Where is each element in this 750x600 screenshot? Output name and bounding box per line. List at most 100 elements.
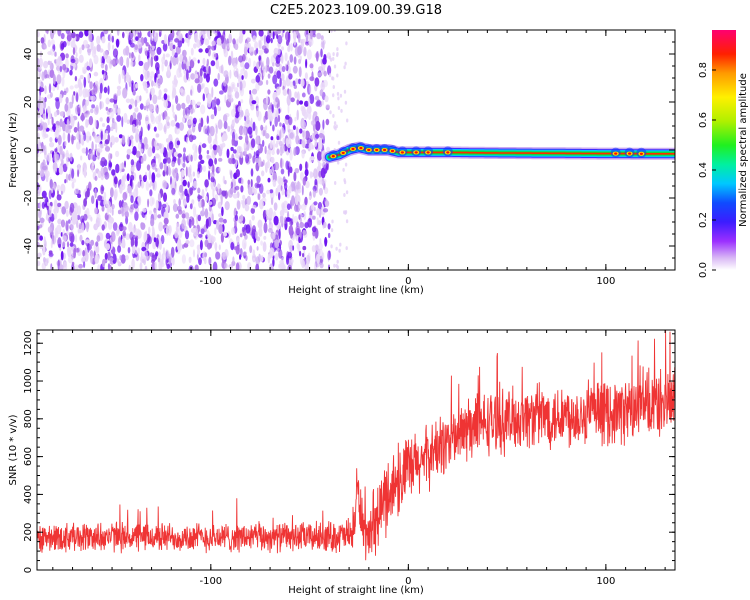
noise-speckle [239,254,242,260]
noise-speckle [132,112,137,121]
noise-speckle [287,104,290,114]
noise-speckle [110,59,116,65]
x-tick-label: 100 [596,576,615,587]
noise-speckle [296,91,300,102]
noise-speckle [301,185,304,196]
noise-speckle [284,208,288,213]
noise-speckle [257,39,263,49]
noise-speckle [277,175,282,184]
noise-speckle [87,30,93,35]
noise-speckle [125,216,129,225]
noise-speckle [323,70,327,77]
noise-speckle [65,96,69,104]
noise-speckle [161,56,166,64]
noise-speckle [247,126,253,135]
noise-speckle [294,116,297,122]
noise-speckle [139,148,144,153]
noise-speckle [83,132,87,142]
noise-speckle [302,230,307,236]
noise-speckle [240,68,246,75]
noise-speckle [135,132,140,143]
noise-speckle [175,95,179,104]
noise-speckle [218,217,224,223]
noise-speckle [155,77,159,88]
noise-speckle [117,209,122,215]
noise-speckle [316,253,320,264]
noise-speckle [321,100,324,106]
noise-speckle [249,90,252,95]
noise-speckle [213,106,217,117]
noise-speckle [65,173,69,183]
noise-speckle [121,237,126,249]
noise-speckle [199,239,203,251]
noise-speckle [297,137,301,145]
noise-speckle [198,122,202,133]
noise-speckle [236,82,240,88]
noise-speckle [280,73,285,81]
noise-speckle [155,167,158,172]
noise-speckle [132,89,136,96]
noise-speckle [323,221,327,229]
noise-speckle [143,37,148,44]
noise-speckle [184,188,188,197]
noise-speckle [90,239,95,246]
noise-speckle [277,114,281,123]
noise-speckle [155,199,159,211]
noise-speckle [240,185,244,193]
noise-speckle [118,73,121,85]
noise-speckle [269,168,272,175]
noise-speckle [267,177,271,183]
noise-speckle [333,121,337,126]
noise-speckle [211,236,216,243]
noise-speckle [201,83,204,90]
noise-speckle [100,62,105,69]
noise-speckle [305,180,310,189]
noise-speckle [199,68,203,77]
noise-speckle [304,168,309,177]
noise-speckle [276,185,281,194]
noise-speckle [39,107,44,115]
noise-speckle [231,121,235,127]
noise-speckle [97,148,103,153]
noise-speckle [155,133,160,138]
noise-speckle [101,186,105,192]
noise-speckle [210,176,215,183]
noise-speckle [187,166,191,178]
noise-speckle [185,240,190,245]
noise-speckle [313,168,318,180]
noise-speckle [172,111,176,119]
noise-speckle [254,49,258,56]
noise-speckle [302,253,305,258]
noise-speckle [242,228,247,237]
noise-speckle [324,238,328,244]
noise-speckle [132,227,135,235]
noise-speckle [266,152,272,161]
noise-speckle [262,130,265,137]
noise-speckle [125,98,131,104]
noise-speckle [39,63,42,70]
noise-speckle [259,199,264,210]
noise-speckle [261,170,265,177]
noise-speckle [165,226,169,236]
noise-speckle [337,160,340,165]
noise-speckle [97,264,101,270]
noise-speckle [93,84,98,95]
noise-speckle [46,30,49,35]
noise-speckle [49,142,55,148]
noise-speckle [314,244,319,252]
noise-speckle [53,111,58,117]
noise-speckle [118,134,123,139]
noise-speckle [121,69,125,80]
colorbar-gradient [712,30,736,270]
noise-speckle [239,233,243,238]
noise-speckle [328,232,331,239]
noise-speckle [254,41,258,50]
noise-speckle [187,181,190,188]
noise-speckle [206,150,210,155]
y-tick-label: 40 [23,48,34,61]
noise-speckle [190,73,196,80]
noise-speckle [268,66,274,74]
noise-speckle [119,184,123,194]
noise-speckle [304,72,308,80]
noise-speckle [214,242,218,251]
